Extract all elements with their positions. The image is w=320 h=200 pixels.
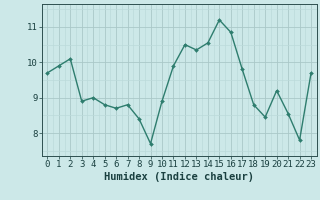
- X-axis label: Humidex (Indice chaleur): Humidex (Indice chaleur): [104, 172, 254, 182]
